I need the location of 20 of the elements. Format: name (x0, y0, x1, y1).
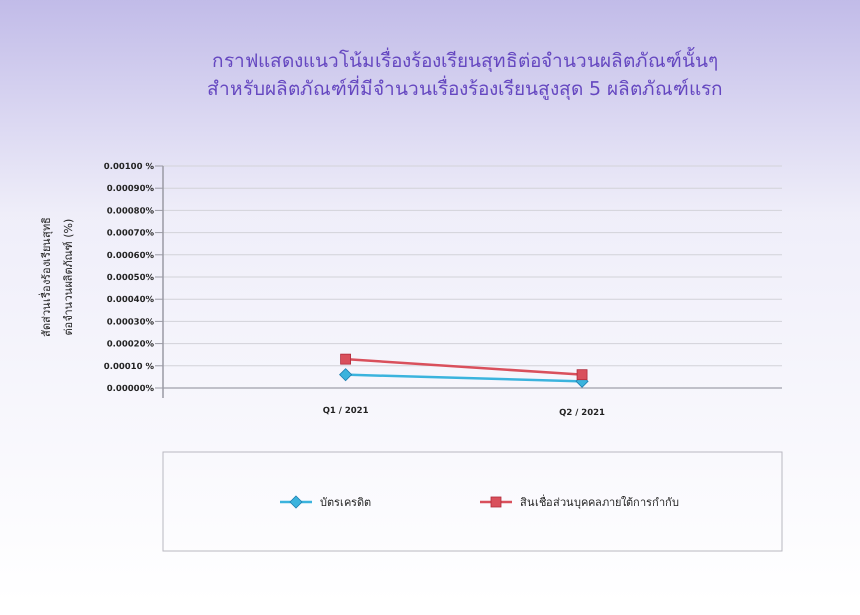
point (339, 368, 352, 382)
legend-label: สินเชื่อส่วนบุคคลภายใต้การกำกับ (520, 494, 679, 509)
y-axis-title: สัดส่วนเรื่องร้องเรียนสุทธิ ต่อจำนวนผลิตภัณฑ์ (%) (38, 217, 75, 337)
legend-label: บัตรเครดิต (320, 496, 371, 509)
y-tick-label: 0.00010 % (104, 362, 154, 372)
chart-title: กราฟแสดงแนวโน้มเรื่องร้องเรียนสุทธิต่อจำนวนผลิตภัณฑ์นั้นๆ สำหรับผลิตภัณฑ์ที่มีจำนวนเรื่องร้องเรียนสูงสุด 5 ผลิตภัณฑ์แรก (206, 47, 724, 101)
y-tick-label: 0.00050% (106, 273, 154, 283)
point (340, 354, 352, 365)
x-tick-label: Q2 / 2021 (559, 408, 606, 418)
y-tick-label: 0.00070% (106, 228, 154, 239)
y-tick-label: 0.00040% (106, 295, 154, 306)
y-tick-label: 0.00080% (106, 206, 154, 216)
y-tick-label: 0.00060% (106, 250, 154, 261)
y-tick-label: 0.00020% (106, 340, 154, 350)
point (576, 369, 588, 380)
y-tick-label: 0.00000% (106, 384, 154, 394)
y-tick-label: 0.00090% (106, 184, 154, 194)
x-tick-label: Q1 / 2021 (322, 406, 369, 416)
y-tick-label: 0.00030% (106, 317, 154, 328)
y-tick-label: 0.00100 % (104, 162, 154, 172)
